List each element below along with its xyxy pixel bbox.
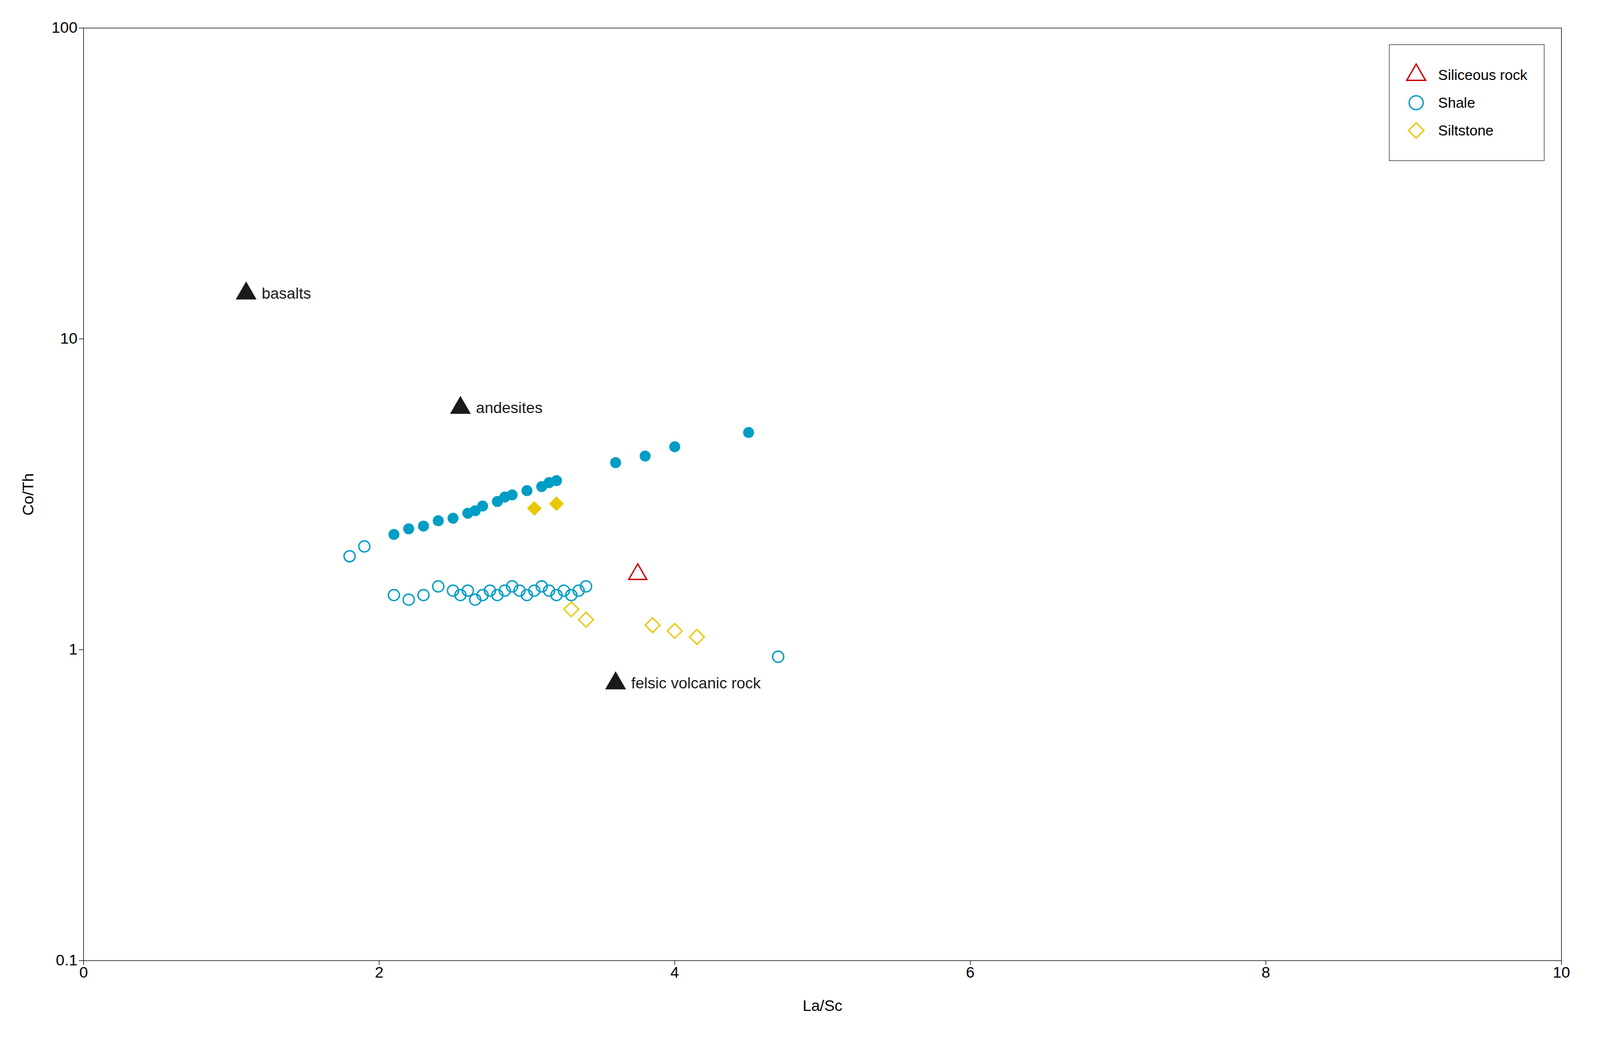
html-text:Siliceous rock: Siliceous rock — [1438, 66, 1528, 84]
svg-text:6: 6 — [965, 964, 975, 982]
svg-text:felsic volcanic rock: felsic volcanic rock — [630, 674, 761, 692]
svg-text:Co/Th: Co/Th — [19, 473, 37, 516]
svg-text:andesites: andesites — [475, 399, 543, 417]
svg-text:La/Sc: La/Sc — [802, 997, 843, 1015]
svg-text:4: 4 — [670, 964, 680, 982]
svg-text:8: 8 — [1261, 964, 1271, 982]
html-text:Siltstone: Siltstone — [1438, 121, 1494, 139]
svg-text:10: 10 — [59, 329, 78, 348]
html-text:Shale: Shale — [1438, 94, 1476, 111]
svg-text:10: 10 — [1552, 964, 1571, 982]
svg-text:2: 2 — [374, 964, 384, 982]
svg-text:1: 1 — [68, 640, 78, 659]
svg-text:0: 0 — [79, 964, 89, 982]
svg-text:0.1: 0.1 — [56, 951, 78, 970]
svg-text:basalts: basalts — [261, 284, 312, 303]
svg-text:100: 100 — [51, 18, 78, 37]
